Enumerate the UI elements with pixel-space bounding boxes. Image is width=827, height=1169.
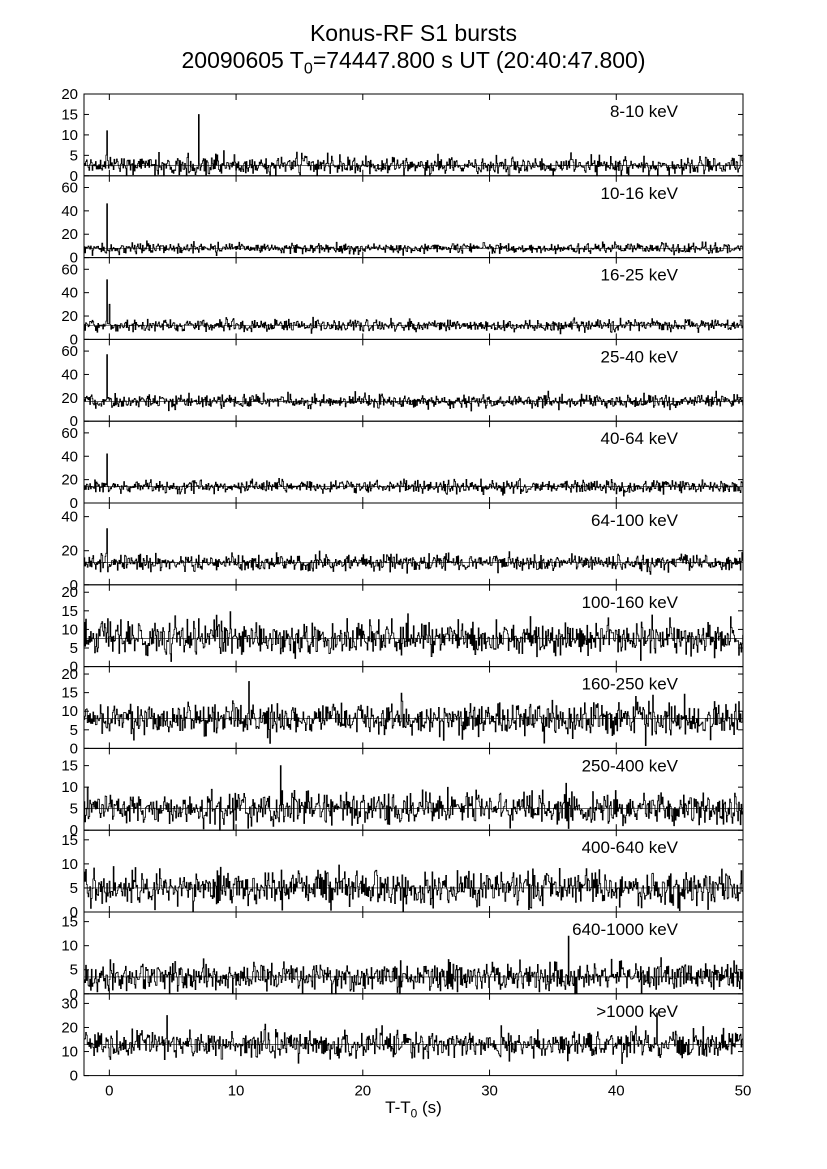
- y-tick-label: 60: [61, 343, 78, 360]
- y-tick-label: 10: [61, 1044, 78, 1061]
- y-tick-label: 60: [61, 261, 78, 278]
- energy-band-label: 25-40 keV: [601, 347, 679, 366]
- chart-title-text: Konus-RF S1 bursts: [309, 20, 518, 46]
- x-axis-label: T-T0 (s): [0, 1098, 827, 1120]
- y-tick-label: 0: [70, 250, 78, 267]
- energy-band-label: 64-100 keV: [591, 511, 679, 530]
- y-tick-label: 10: [61, 127, 78, 144]
- y-tick-label: 20: [61, 86, 78, 103]
- x-tick-label: 0: [105, 1083, 113, 1100]
- y-tick-label: 5: [70, 640, 78, 657]
- light-curve-3: [84, 279, 743, 335]
- light-curve-7: [84, 611, 743, 662]
- y-tick-label: 0: [70, 822, 78, 839]
- x-tick-label: 50: [735, 1083, 752, 1100]
- y-tick-label: 40: [61, 448, 78, 465]
- x-tick-label: 40: [608, 1083, 625, 1100]
- y-tick-label: 20: [61, 666, 78, 683]
- energy-band-label: 10-16 keV: [601, 184, 679, 203]
- energy-band-label: 40-64 keV: [601, 429, 679, 448]
- y-tick-label: 0: [70, 740, 78, 757]
- title-trigger-time: =74447.800 s UT (20:40:47.800): [312, 47, 646, 73]
- y-tick-label: 5: [70, 880, 78, 897]
- y-tick-label: 10: [61, 621, 78, 638]
- y-tick-label: 15: [61, 106, 78, 123]
- y-tick-label: 20: [61, 390, 78, 407]
- y-tick-label: 30: [61, 995, 78, 1012]
- light-curve-1: [84, 114, 743, 177]
- energy-band-label: 400-640 keV: [582, 838, 679, 857]
- energy-band-label: 100-160 keV: [582, 593, 679, 612]
- y-tick-label: 40: [61, 285, 78, 302]
- energy-band-label: 250-400 keV: [582, 756, 679, 775]
- energy-band-label: 640-1000 keV: [572, 920, 679, 939]
- light-curve-9: [84, 765, 743, 831]
- y-tick-label: 20: [61, 543, 78, 560]
- light-curve-6: [84, 528, 743, 575]
- y-tick-label: 15: [61, 685, 78, 702]
- light-curve-12: [84, 1012, 743, 1064]
- y-tick-label: 0: [70, 904, 78, 921]
- y-tick-label: 0: [70, 495, 78, 512]
- x-tick-label: 30: [481, 1083, 498, 1100]
- y-tick-label: 40: [61, 366, 78, 383]
- light-curve-8: [84, 681, 743, 746]
- y-tick-label: 20: [61, 1019, 78, 1036]
- y-tick-label: 0: [70, 986, 78, 1003]
- y-tick-label: 15: [61, 758, 78, 775]
- y-tick-label: 10: [61, 779, 78, 796]
- x-tick-label: 20: [354, 1083, 371, 1100]
- light-curve-5: [84, 453, 743, 497]
- y-tick-label: 40: [61, 203, 78, 220]
- y-tick-label: 0: [70, 168, 78, 185]
- y-tick-label: 40: [61, 509, 78, 526]
- light-curve-10: [84, 864, 743, 913]
- y-tick-label: 5: [70, 722, 78, 739]
- y-tick-label: 15: [61, 603, 78, 620]
- panel-frame-12: [83, 993, 744, 1077]
- y-tick-label: 60: [61, 425, 78, 442]
- energy-band-label: 8-10 keV: [610, 102, 679, 121]
- y-tick-label: 10: [61, 856, 78, 873]
- chart-title-line2: 20090605 T0=74447.800 s UT (20:40:47.800…: [0, 47, 827, 79]
- title-date-prefix: 20090605 T: [181, 47, 304, 73]
- light-curve-11: [84, 935, 743, 995]
- x-axis-label-subscript: 0: [410, 1106, 418, 1121]
- x-axis-label-prefix: T-T: [385, 1098, 411, 1117]
- chart-title-line1: Konus-RF S1 bursts: [0, 20, 827, 47]
- energy-band-label: 160-250 keV: [582, 675, 679, 694]
- y-tick-label: 0: [70, 1068, 78, 1085]
- y-tick-label: 0: [70, 659, 78, 676]
- y-tick-label: 0: [70, 413, 78, 430]
- y-tick-label: 20: [61, 226, 78, 243]
- x-axis-label-suffix: (s): [417, 1098, 442, 1117]
- y-tick-label: 20: [61, 472, 78, 489]
- y-tick-label: 20: [61, 584, 78, 601]
- y-tick-label: 15: [61, 914, 78, 931]
- y-tick-label: 5: [70, 801, 78, 818]
- energy-band-label: 16-25 keV: [601, 266, 679, 285]
- light-curve-2: [84, 203, 743, 256]
- y-tick-label: 5: [70, 147, 78, 164]
- y-tick-label: 10: [61, 703, 78, 720]
- y-tick-label: 5: [70, 962, 78, 979]
- y-tick-label: 0: [70, 577, 78, 594]
- energy-band-label: >1000 keV: [596, 1002, 678, 1021]
- y-tick-label: 20: [61, 308, 78, 325]
- y-tick-label: 10: [61, 938, 78, 955]
- y-tick-label: 0: [70, 331, 78, 348]
- y-tick-label: 60: [61, 179, 78, 196]
- x-tick-label: 10: [228, 1083, 245, 1100]
- title-subscript: 0: [303, 59, 313, 78]
- y-tick-label: 15: [61, 832, 78, 849]
